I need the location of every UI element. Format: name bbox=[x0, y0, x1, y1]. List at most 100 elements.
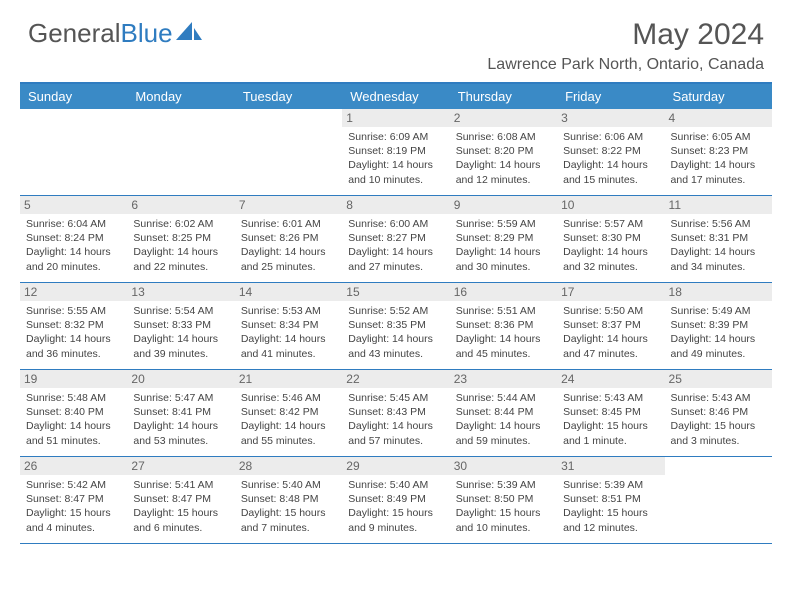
day-cell: 1 Sunrise: 6:09 AMSunset: 8:19 PMDaylight… bbox=[342, 109, 449, 195]
day-cell: 15 Sunrise: 5:52 AMSunset: 8:35 PMDayligh… bbox=[342, 283, 449, 369]
day-info: Sunrise: 5:50 AMSunset: 8:37 PMDaylight:… bbox=[563, 304, 658, 361]
day-cell: 10 Sunrise: 5:57 AMSunset: 8:30 PMDayligh… bbox=[557, 196, 664, 282]
day-header-sunday: Sunday bbox=[20, 84, 127, 109]
day-cell bbox=[20, 109, 127, 195]
day-cell: 6 Sunrise: 6:02 AMSunset: 8:25 PMDaylight… bbox=[127, 196, 234, 282]
week-row: 26 Sunrise: 5:42 AMSunset: 8:47 PMDayligh… bbox=[20, 457, 772, 544]
day-info: Sunrise: 5:43 AMSunset: 8:46 PMDaylight:… bbox=[671, 391, 766, 448]
month-title: May 2024 bbox=[487, 18, 764, 52]
day-info: Sunrise: 5:42 AMSunset: 8:47 PMDaylight:… bbox=[26, 478, 121, 535]
day-cell: 14 Sunrise: 5:53 AMSunset: 8:34 PMDayligh… bbox=[235, 283, 342, 369]
day-number: 6 bbox=[127, 196, 234, 214]
day-info: Sunrise: 5:43 AMSunset: 8:45 PMDaylight:… bbox=[563, 391, 658, 448]
day-info: Sunrise: 6:04 AMSunset: 8:24 PMDaylight:… bbox=[26, 217, 121, 274]
day-cell: 24 Sunrise: 5:43 AMSunset: 8:45 PMDayligh… bbox=[557, 370, 664, 456]
day-cell: 2 Sunrise: 6:08 AMSunset: 8:20 PMDaylight… bbox=[450, 109, 557, 195]
day-info: Sunrise: 5:49 AMSunset: 8:39 PMDaylight:… bbox=[671, 304, 766, 361]
day-number: 30 bbox=[450, 457, 557, 475]
day-number: 13 bbox=[127, 283, 234, 301]
day-number: 11 bbox=[665, 196, 772, 214]
day-number: 22 bbox=[342, 370, 449, 388]
day-info: Sunrise: 6:01 AMSunset: 8:26 PMDaylight:… bbox=[241, 217, 336, 274]
day-cell: 27 Sunrise: 5:41 AMSunset: 8:47 PMDayligh… bbox=[127, 457, 234, 543]
location-label: Lawrence Park North, Ontario, Canada bbox=[487, 56, 764, 74]
day-number: 25 bbox=[665, 370, 772, 388]
day-number: 17 bbox=[557, 283, 664, 301]
day-cell: 30 Sunrise: 5:39 AMSunset: 8:50 PMDayligh… bbox=[450, 457, 557, 543]
day-info: Sunrise: 5:44 AMSunset: 8:44 PMDaylight:… bbox=[456, 391, 551, 448]
day-number: 1 bbox=[342, 109, 449, 127]
day-cell: 16 Sunrise: 5:51 AMSunset: 8:36 PMDayligh… bbox=[450, 283, 557, 369]
day-header-thursday: Thursday bbox=[450, 84, 557, 109]
day-cell: 9Sunrise: 5:59 AMSunset: 8:29 PMDaylight… bbox=[450, 196, 557, 282]
day-header-row: SundayMondayTuesdayWednesdayThursdayFrid… bbox=[20, 84, 772, 109]
day-cell: 8 Sunrise: 6:00 AMSunset: 8:27 PMDaylight… bbox=[342, 196, 449, 282]
day-info: Sunrise: 5:45 AMSunset: 8:43 PMDaylight:… bbox=[348, 391, 443, 448]
day-number: 26 bbox=[20, 457, 127, 475]
logo-sail-icon bbox=[176, 18, 202, 49]
day-number: 12 bbox=[20, 283, 127, 301]
day-info: Sunrise: 5:47 AMSunset: 8:41 PMDaylight:… bbox=[133, 391, 228, 448]
day-info: Sunrise: 5:57 AMSunset: 8:30 PMDaylight:… bbox=[563, 217, 658, 274]
day-cell: 19Sunrise: 5:48 AMSunset: 8:40 PMDayligh… bbox=[20, 370, 127, 456]
day-number: 15 bbox=[342, 283, 449, 301]
day-info: Sunrise: 5:54 AMSunset: 8:33 PMDaylight:… bbox=[133, 304, 228, 361]
day-number: 24 bbox=[557, 370, 664, 388]
day-cell: 17 Sunrise: 5:50 AMSunset: 8:37 PMDayligh… bbox=[557, 283, 664, 369]
brand-part2: Blue bbox=[121, 18, 173, 49]
day-info: Sunrise: 5:40 AMSunset: 8:48 PMDaylight:… bbox=[241, 478, 336, 535]
day-cell: 28Sunrise: 5:40 AMSunset: 8:48 PMDayligh… bbox=[235, 457, 342, 543]
day-cell: 26 Sunrise: 5:42 AMSunset: 8:47 PMDayligh… bbox=[20, 457, 127, 543]
day-number: 3 bbox=[557, 109, 664, 127]
day-cell bbox=[127, 109, 234, 195]
day-number: 2 bbox=[450, 109, 557, 127]
day-cell: 31Sunrise: 5:39 AMSunset: 8:51 PMDayligh… bbox=[557, 457, 664, 543]
day-info: Sunrise: 6:05 AMSunset: 8:23 PMDaylight:… bbox=[671, 130, 766, 187]
day-cell: 12Sunrise: 5:55 AMSunset: 8:32 PMDayligh… bbox=[20, 283, 127, 369]
week-row: 1 Sunrise: 6:09 AMSunset: 8:19 PMDaylight… bbox=[20, 109, 772, 196]
day-cell: 7 Sunrise: 6:01 AMSunset: 8:26 PMDaylight… bbox=[235, 196, 342, 282]
day-info: Sunrise: 5:40 AMSunset: 8:49 PMDaylight:… bbox=[348, 478, 443, 535]
day-number: 29 bbox=[342, 457, 449, 475]
day-number: 20 bbox=[127, 370, 234, 388]
day-cell: 23 Sunrise: 5:44 AMSunset: 8:44 PMDayligh… bbox=[450, 370, 557, 456]
brand-logo: GeneralBlue bbox=[28, 18, 202, 49]
day-number: 21 bbox=[235, 370, 342, 388]
day-number: 7 bbox=[235, 196, 342, 214]
day-number: 8 bbox=[342, 196, 449, 214]
day-cell: 5Sunrise: 6:04 AMSunset: 8:24 PMDaylight… bbox=[20, 196, 127, 282]
week-row: 12Sunrise: 5:55 AMSunset: 8:32 PMDayligh… bbox=[20, 283, 772, 370]
day-info: Sunrise: 5:41 AMSunset: 8:47 PMDaylight:… bbox=[133, 478, 228, 535]
day-number: 16 bbox=[450, 283, 557, 301]
day-cell: 11Sunrise: 5:56 AMSunset: 8:31 PMDayligh… bbox=[665, 196, 772, 282]
day-info: Sunrise: 5:46 AMSunset: 8:42 PMDaylight:… bbox=[241, 391, 336, 448]
day-header-wednesday: Wednesday bbox=[342, 84, 449, 109]
day-info: Sunrise: 5:59 AMSunset: 8:29 PMDaylight:… bbox=[456, 217, 551, 274]
day-info: Sunrise: 6:09 AMSunset: 8:19 PMDaylight:… bbox=[348, 130, 443, 187]
day-info: Sunrise: 6:00 AMSunset: 8:27 PMDaylight:… bbox=[348, 217, 443, 274]
day-number: 19 bbox=[20, 370, 127, 388]
day-number: 18 bbox=[665, 283, 772, 301]
day-number: 27 bbox=[127, 457, 234, 475]
day-number: 14 bbox=[235, 283, 342, 301]
day-info: Sunrise: 5:39 AMSunset: 8:50 PMDaylight:… bbox=[456, 478, 551, 535]
day-cell: 20 Sunrise: 5:47 AMSunset: 8:41 PMDayligh… bbox=[127, 370, 234, 456]
day-number: 10 bbox=[557, 196, 664, 214]
day-info: Sunrise: 6:02 AMSunset: 8:25 PMDaylight:… bbox=[133, 217, 228, 274]
day-info: Sunrise: 5:51 AMSunset: 8:36 PMDaylight:… bbox=[456, 304, 551, 361]
day-header-saturday: Saturday bbox=[665, 84, 772, 109]
day-cell: 25 Sunrise: 5:43 AMSunset: 8:46 PMDayligh… bbox=[665, 370, 772, 456]
day-info: Sunrise: 5:53 AMSunset: 8:34 PMDaylight:… bbox=[241, 304, 336, 361]
week-row: 5Sunrise: 6:04 AMSunset: 8:24 PMDaylight… bbox=[20, 196, 772, 283]
day-number: 23 bbox=[450, 370, 557, 388]
day-cell: 21 Sunrise: 5:46 AMSunset: 8:42 PMDayligh… bbox=[235, 370, 342, 456]
day-info: Sunrise: 6:08 AMSunset: 8:20 PMDaylight:… bbox=[456, 130, 551, 187]
day-number: 4 bbox=[665, 109, 772, 127]
day-cell: 18 Sunrise: 5:49 AMSunset: 8:39 PMDayligh… bbox=[665, 283, 772, 369]
day-header-monday: Monday bbox=[127, 84, 234, 109]
day-cell: 3Sunrise: 6:06 AMSunset: 8:22 PMDaylight… bbox=[557, 109, 664, 195]
week-row: 19Sunrise: 5:48 AMSunset: 8:40 PMDayligh… bbox=[20, 370, 772, 457]
day-cell bbox=[235, 109, 342, 195]
day-info: Sunrise: 5:52 AMSunset: 8:35 PMDaylight:… bbox=[348, 304, 443, 361]
day-number: 31 bbox=[557, 457, 664, 475]
